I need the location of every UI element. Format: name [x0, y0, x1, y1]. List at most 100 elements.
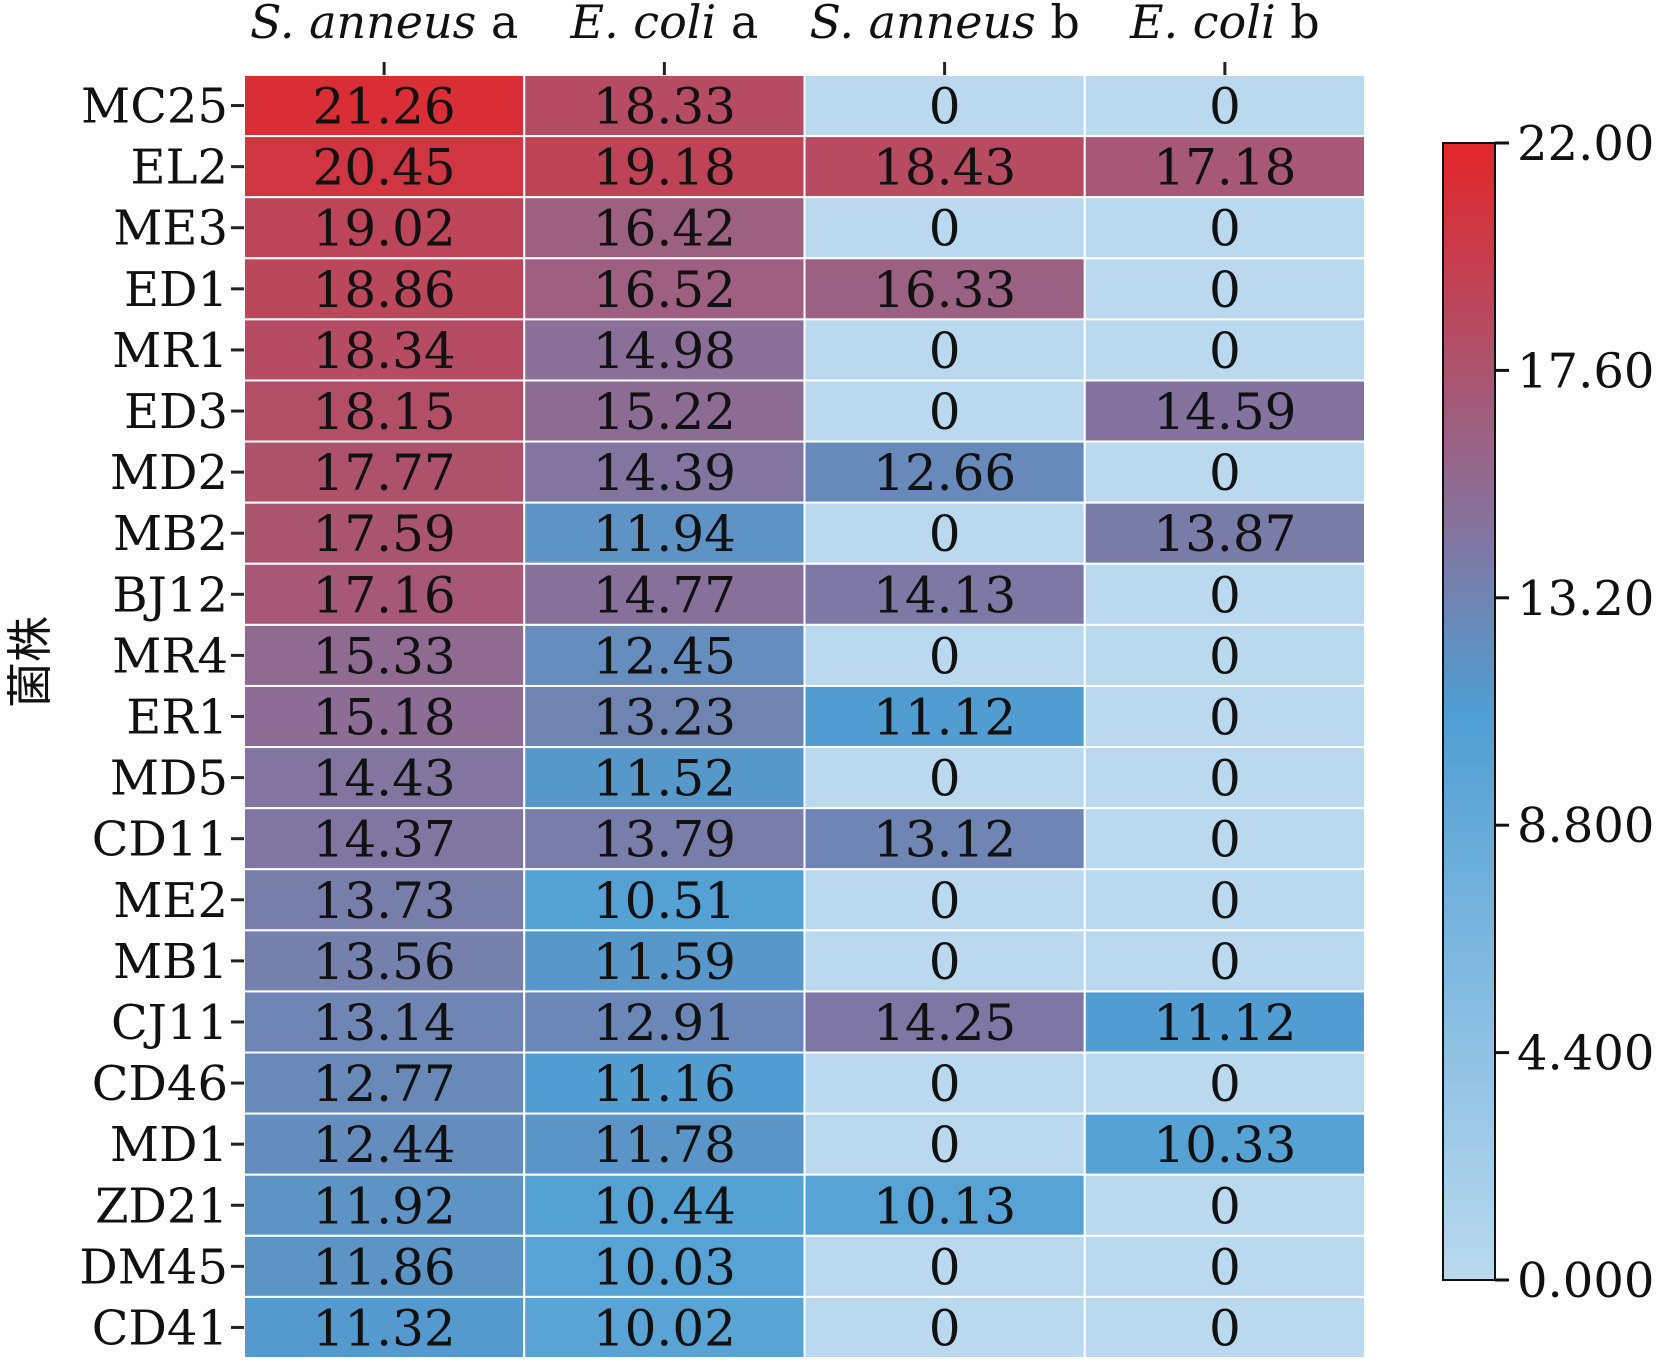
cell-value-label: 0 — [1209, 1055, 1241, 1113]
heatmap-cell — [1083, 1051, 1366, 1115]
column-axis: S. anneus a E. coli a S. anneus b E. coli b — [250, 0, 1320, 75]
cell-value-label: 10.13 — [873, 1177, 1016, 1235]
cell-value-label: 14.59 — [1153, 383, 1296, 441]
heatmap-cell — [803, 257, 1086, 321]
column-label-suffix: a — [476, 0, 518, 49]
cell-value-label: 20.45 — [313, 139, 456, 197]
heatmap-cell — [803, 196, 1086, 260]
column-label: E. coli a — [569, 0, 758, 49]
heatmap-cell — [1083, 807, 1366, 871]
column-label-italic: E. coli — [1129, 0, 1276, 49]
cell-value-label: 12.91 — [593, 994, 736, 1052]
cell-value-label: 0 — [1209, 1299, 1241, 1357]
cell-value-label: 0 — [929, 750, 961, 808]
cell-value-label: 0 — [1209, 78, 1241, 136]
heatmap-cell — [523, 1173, 806, 1237]
row-label: MR4 — [112, 628, 228, 684]
cell-value-label: 0 — [929, 872, 961, 930]
colorbar-tick-label: 0.000 — [1517, 1253, 1654, 1309]
cell-value-label: 17.18 — [1153, 139, 1296, 197]
heatmap-cell — [523, 684, 806, 749]
cell-value-label: 0 — [1209, 811, 1241, 869]
cell-value-label: 14.43 — [313, 750, 456, 808]
heatmap-cell — [523, 135, 806, 199]
cell-value-label: 18.33 — [593, 78, 736, 136]
cell-value-label: 13.14 — [313, 994, 456, 1052]
cell-value-label: 11.59 — [593, 933, 736, 991]
cell-value-label: 14.37 — [313, 811, 456, 869]
heatmap-cell — [1083, 929, 1366, 993]
row-label: EL2 — [131, 140, 228, 196]
heatmap-cell — [1083, 1234, 1366, 1298]
row-label: BJ12 — [112, 567, 228, 623]
cell-value-label: 0 — [929, 1238, 961, 1296]
cell-value-label: 0 — [1209, 322, 1241, 380]
cell-value-label: 14.25 — [873, 994, 1016, 1052]
cell-value-label: 10.51 — [593, 872, 736, 930]
cell-value-label: 10.33 — [1153, 1116, 1296, 1174]
cell-value-label: 0 — [1209, 444, 1241, 502]
cell-value-label: 0 — [1209, 750, 1241, 808]
heatmap-cell — [523, 1234, 806, 1298]
heatmap-cell — [523, 74, 806, 138]
cell-value-label: 0 — [1209, 1238, 1241, 1296]
colorbar-tick-label: 4.400 — [1517, 1026, 1654, 1082]
heatmap-cell — [1083, 990, 1366, 1054]
row-label: DM45 — [79, 1239, 228, 1295]
heatmap-cell — [523, 257, 806, 321]
colorbar: 22.00 17.60 13.20 8.800 4.400 0.000 — [1442, 116, 1654, 1309]
cell-value-label: 0 — [929, 383, 961, 441]
heatmap-cell — [1083, 501, 1366, 565]
colorbar-bar — [1442, 142, 1496, 1281]
cell-value-label: 17.59 — [313, 505, 456, 563]
heatmap-cell — [803, 1295, 1086, 1360]
cell-value-label: 11.16 — [593, 1055, 736, 1113]
row-label: MR1 — [112, 323, 228, 379]
cell-value-label: 0 — [1209, 261, 1241, 319]
cell-value-label: 21.26 — [313, 78, 456, 136]
cell-value-label: 0 — [929, 505, 961, 563]
heatmap-cell — [523, 440, 806, 504]
cell-value-label: 18.86 — [313, 261, 456, 319]
row-label: ME3 — [113, 201, 228, 257]
row-label: MB1 — [113, 934, 228, 990]
cell-value-label: 11.12 — [873, 689, 1016, 747]
heatmap-cell — [523, 501, 806, 565]
cell-value-label: 10.03 — [593, 1238, 736, 1296]
heatmap-cell — [1083, 746, 1366, 810]
heatmap-cell — [803, 379, 1086, 443]
heatmap-cell — [803, 135, 1086, 199]
heatmap-cell — [1083, 379, 1366, 443]
cell-value-label: 0 — [929, 933, 961, 991]
row-label: ED1 — [124, 262, 228, 318]
cell-value-label: 13.73 — [313, 872, 456, 930]
heatmap-cell — [803, 868, 1086, 932]
cell-value-label: 11.92 — [313, 1177, 456, 1235]
heatmap-cell — [243, 1051, 526, 1115]
heatmap-cell — [1083, 868, 1366, 932]
cell-value-label: 11.52 — [593, 750, 736, 808]
cell-value-label: 11.32 — [313, 1299, 456, 1357]
cell-value-label: 15.33 — [313, 627, 456, 685]
cell-value-label: 11.94 — [593, 505, 736, 563]
colorbar-tick-label: 17.60 — [1517, 343, 1654, 399]
cell-value-label: 0 — [929, 627, 961, 685]
cell-value-label: 18.43 — [873, 139, 1016, 197]
cell-value-label: 15.18 — [313, 689, 456, 747]
heatmap-cell — [1083, 257, 1366, 321]
heatmap-cell — [243, 501, 526, 565]
cell-value-label: 12.44 — [313, 1116, 456, 1174]
cell-value-label: 0 — [929, 1299, 961, 1357]
column-label-italic: S. anneus — [809, 0, 1035, 49]
row-axis: MC25EL2ME3ED1MR1ED3MD2MB2BJ12MR4ER1MD5CD… — [79, 79, 244, 1356]
y-axis-label: 菌株 — [3, 616, 57, 708]
cell-value-label: 15.22 — [593, 383, 736, 441]
heatmap-cell — [243, 1173, 526, 1237]
heatmap-cell — [1083, 74, 1366, 138]
cell-value-label: 0 — [1209, 933, 1241, 991]
column-label-italic: E. coli — [569, 0, 716, 49]
cell-value-label: 11.78 — [593, 1116, 736, 1174]
column-label-suffix: b — [1036, 0, 1080, 49]
